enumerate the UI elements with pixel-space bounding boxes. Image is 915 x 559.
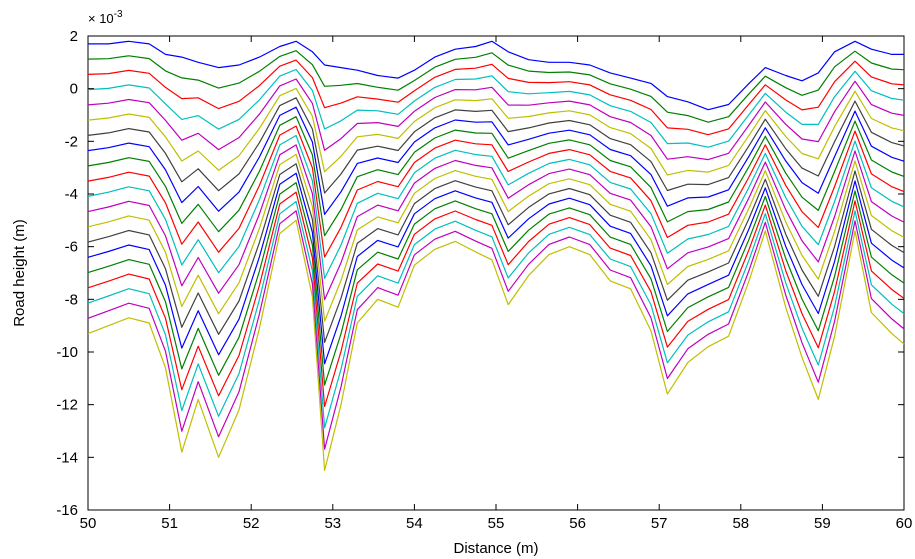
series-line xyxy=(87,125,905,258)
series-line xyxy=(87,59,905,136)
series-line xyxy=(87,50,905,123)
y-tick-label: -14 xyxy=(56,449,78,466)
series-line xyxy=(87,153,905,322)
x-tick-label: 53 xyxy=(324,515,341,532)
x-tick-label: 55 xyxy=(488,515,505,532)
y-tick-label: -4 xyxy=(65,186,78,203)
x-tick-label: 60 xyxy=(896,515,913,532)
x-tick-label: 52 xyxy=(243,515,260,532)
series-line xyxy=(87,68,905,148)
series-line xyxy=(87,78,905,161)
series-line xyxy=(87,106,905,215)
series-line xyxy=(87,163,905,343)
x-axis-label: Distance (m) xyxy=(453,540,538,557)
y-axis-label: Road height (m) xyxy=(11,219,28,327)
series-layer xyxy=(87,40,905,472)
series-line xyxy=(87,144,905,301)
y-tick-label: 0 xyxy=(70,81,78,98)
y-exponent-label: × 10-3 xyxy=(88,9,123,26)
y-tick-label: -16 xyxy=(56,502,78,519)
tick-layer: 50 51 52 53 54 55 56 57 58 59 60 2 0 -2 -4 -6 -8 -10 -12 -1… xyxy=(56,28,912,532)
x-tick-label: 54 xyxy=(406,515,423,532)
series-line xyxy=(87,200,905,429)
series-line xyxy=(87,116,905,237)
plot-area xyxy=(87,35,905,511)
y-tick-label: -8 xyxy=(65,291,78,308)
y-tick-label: 2 xyxy=(70,28,78,45)
series-line xyxy=(87,97,905,194)
x-tick-label: 58 xyxy=(732,515,749,532)
series-line xyxy=(88,40,904,111)
series-line xyxy=(87,210,905,450)
series-line xyxy=(87,87,905,176)
series-line xyxy=(87,182,905,386)
y-tick-label: -2 xyxy=(65,133,78,150)
x-tick-label: 51 xyxy=(161,515,178,532)
y-tick-label: -12 xyxy=(56,397,78,414)
x-tick-label: 57 xyxy=(651,515,668,532)
x-tick-label: 59 xyxy=(814,515,831,532)
x-tick-label: 50 xyxy=(80,515,97,532)
series-line xyxy=(87,172,905,365)
y-tick-label: -6 xyxy=(65,239,78,256)
y-tick-label: -10 xyxy=(56,344,78,361)
series-line xyxy=(87,134,905,279)
series-line xyxy=(87,191,905,408)
x-tick-label: 56 xyxy=(569,515,586,532)
series-line xyxy=(87,219,905,472)
